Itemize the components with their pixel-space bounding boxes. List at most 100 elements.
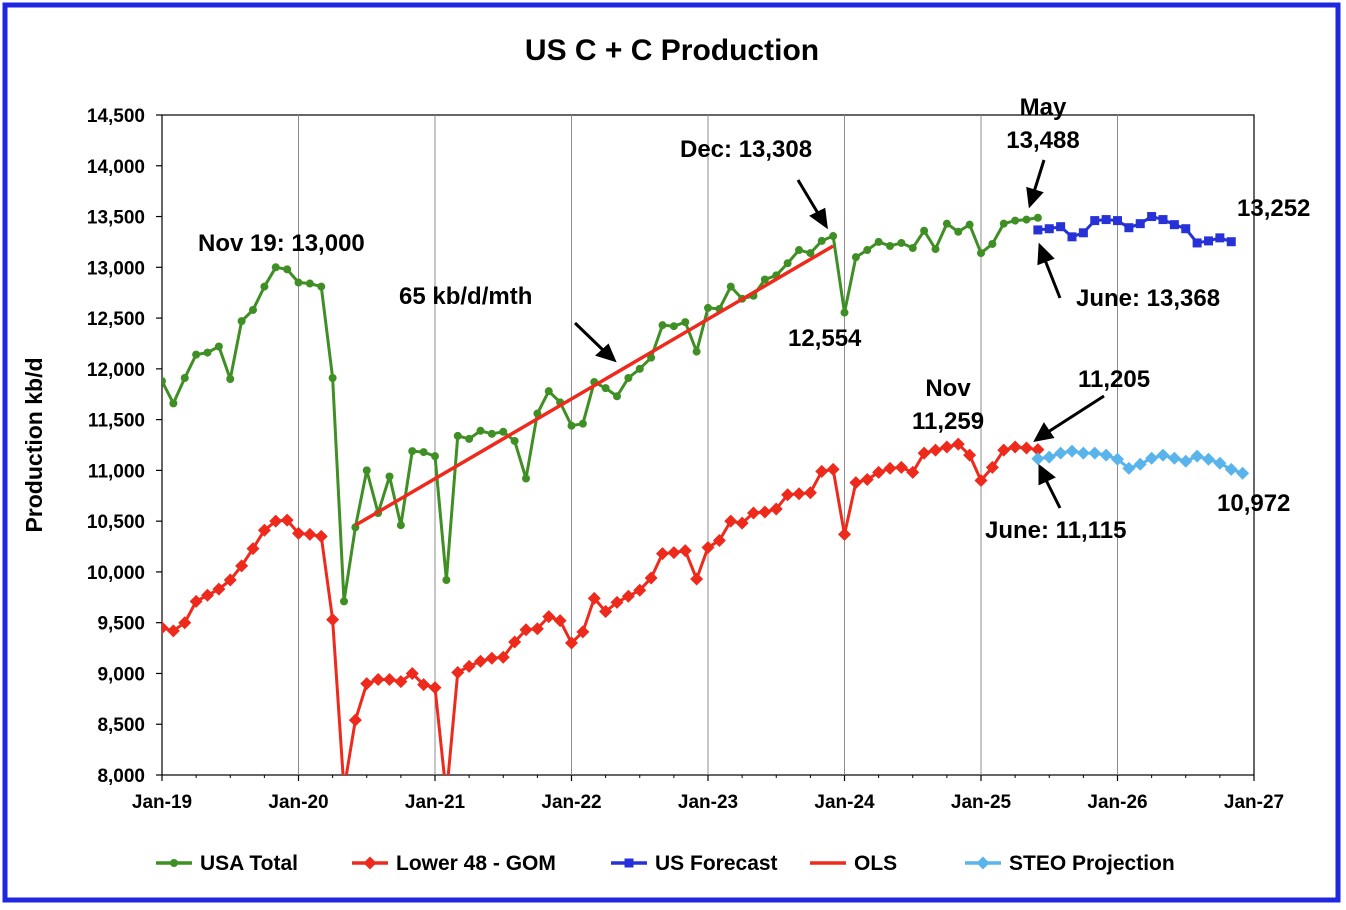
point-steo-projection — [1145, 451, 1159, 465]
x-axis-tick-labels: Jan-19 Jan-20 Jan-21 Jan-22 Jan-23 Jan-24 Jan-… — [132, 792, 1284, 813]
plot-area — [156, 114, 1255, 781]
point-usa-total — [431, 452, 439, 461]
legend-item-usa-total: USA Total — [156, 852, 298, 875]
legend: USA Total Lower 48 - GOM US Forecast OLS STE… — [156, 852, 1175, 875]
point-steo-projection — [1190, 449, 1204, 463]
point-usa-total — [169, 399, 178, 408]
axis-ticks — [156, 114, 1255, 781]
point-usa-total — [522, 474, 530, 483]
point-lower-48-gom — [166, 624, 180, 638]
point-lower-48-gom — [974, 474, 988, 488]
annotation-l48-may: 11,205 — [1078, 366, 1150, 393]
point-usa-total — [396, 521, 405, 530]
point-lower-48-gom — [712, 533, 726, 547]
point-usa-total — [863, 246, 872, 255]
arrow-l48-may-head — [1033, 422, 1055, 443]
point-usa-total — [499, 427, 508, 436]
point-lower-48-gom — [383, 673, 396, 687]
y-tick-label: 14,500 — [87, 106, 145, 127]
point-lower-48-gom — [747, 506, 760, 520]
y-axis-label: Production kb/d — [21, 357, 47, 532]
point-lower-48-gom — [405, 666, 419, 680]
point-usa-total — [658, 321, 667, 330]
point-lower-48-gom — [269, 514, 283, 528]
point-lower-48-gom — [667, 546, 681, 560]
point-lower-48-gom — [246, 542, 260, 556]
point-usa-total — [977, 249, 985, 258]
point-usa-total — [453, 431, 462, 440]
arrow-ols — [573, 321, 606, 353]
point-lower-48-gom — [162, 621, 169, 635]
point-lower-48-gom — [235, 559, 249, 573]
point-lower-48-gom — [326, 613, 340, 627]
point-us-forecast — [1215, 233, 1225, 243]
point-usa-total — [237, 317, 246, 326]
point-usa-total — [795, 246, 803, 255]
point-usa-total — [908, 244, 917, 253]
series-line-ols — [354, 244, 835, 527]
point-usa-total — [1033, 213, 1042, 222]
arrow-may-head — [1026, 186, 1044, 209]
point-lower-48-gom — [508, 635, 522, 649]
point-usa-total — [362, 466, 371, 475]
point-usa-total — [578, 419, 587, 428]
point-usa-total — [192, 350, 201, 359]
point-usa-total — [726, 282, 735, 291]
point-lower-48-gom — [963, 448, 977, 462]
point-lower-48-gom — [292, 526, 305, 540]
point-lower-48-gom — [348, 713, 362, 727]
point-lower-48-gom — [860, 473, 874, 487]
legend-label: STEO Projection — [1009, 852, 1175, 875]
point-lower-48-gom — [314, 529, 328, 543]
point-us-forecast — [1090, 216, 1100, 226]
point-usa-total — [783, 259, 792, 268]
point-lower-48-gom — [201, 588, 214, 602]
point-usa-total — [635, 364, 644, 373]
point-lower-48-gom — [257, 523, 271, 537]
point-lower-48-gom — [223, 573, 237, 587]
point-usa-total — [1022, 215, 1031, 224]
point-lower-48-gom — [553, 614, 567, 628]
point-lower-48-gom — [212, 582, 226, 596]
point-lower-48-gom — [940, 440, 954, 454]
point-usa-total — [305, 279, 314, 288]
arrow-l48-may — [1047, 394, 1105, 434]
series-us-forecast — [1033, 212, 1236, 248]
y-tick-label: 12,000 — [87, 360, 145, 381]
point-lower-48-gom — [792, 487, 806, 501]
point-lower-48-gom — [587, 591, 601, 605]
point-usa-total — [203, 348, 212, 357]
point-usa-total — [601, 384, 610, 393]
y-tick-label: 9,500 — [97, 614, 145, 635]
y-tick-label: 9,000 — [97, 664, 145, 685]
point-lower-48-gom — [633, 583, 647, 597]
point-us-forecast — [1192, 238, 1202, 248]
point-us-forecast — [1044, 224, 1054, 234]
point-lower-48-gom — [656, 547, 669, 561]
point-lower-48-gom — [530, 622, 544, 636]
legend-marker — [363, 856, 377, 870]
point-usa-total — [624, 373, 633, 382]
point-usa-total — [271, 263, 280, 272]
point-usa-total — [162, 377, 166, 386]
point-usa-total — [704, 303, 712, 312]
annotation-forecast-end: 13,252 — [1237, 195, 1310, 222]
point-lower-48-gom — [815, 464, 829, 478]
legend-item-steo-projection: STEO Projection — [965, 852, 1175, 875]
point-lower-48-gom — [894, 460, 908, 474]
point-us-forecast — [1033, 225, 1043, 235]
point-steo-projection — [1167, 451, 1181, 465]
point-lower-48-gom — [849, 476, 863, 490]
point-lower-48-gom — [985, 460, 999, 474]
point-usa-total — [760, 275, 769, 284]
point-usa-total — [897, 238, 906, 247]
point-steo-projection — [1099, 448, 1113, 462]
series-lower-48-gom — [162, 437, 1045, 775]
arrow-dec-peak — [796, 179, 821, 216]
point-us-forecast — [1158, 215, 1168, 225]
annotation-steo-end: 10,972 — [1217, 490, 1290, 517]
point-usa-total — [533, 409, 542, 418]
point-usa-total — [294, 278, 303, 287]
annotation-may-label: May — [1020, 94, 1067, 121]
